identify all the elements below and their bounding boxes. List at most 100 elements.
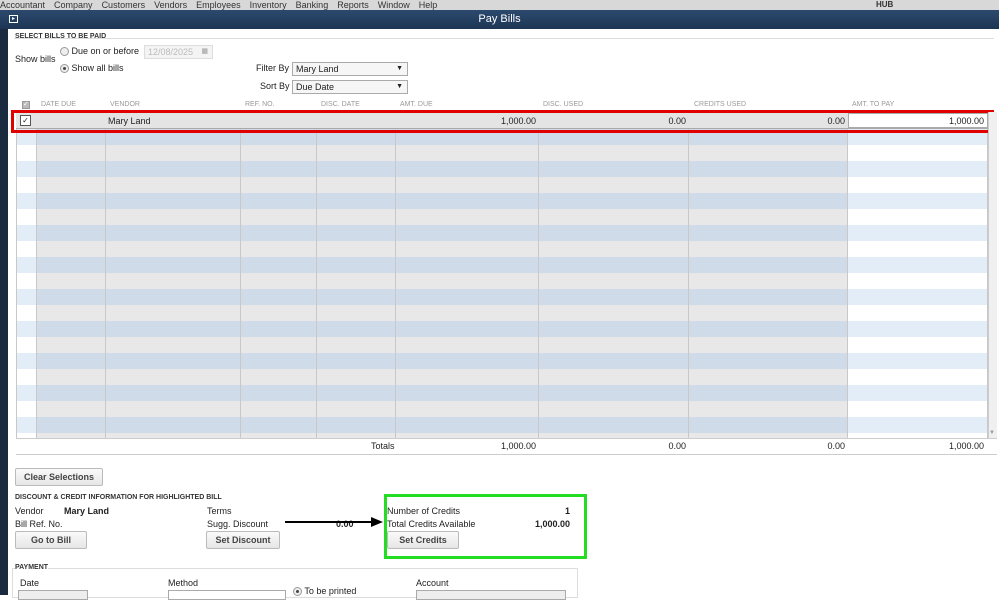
readonly-cells <box>37 305 848 321</box>
num-credits-label: Number of Credits <box>387 506 461 516</box>
column-divider <box>37 112 106 438</box>
green-highlight-box <box>384 494 587 559</box>
column-divider <box>317 112 396 438</box>
column-divider <box>689 112 848 438</box>
date-label: Date <box>20 578 40 588</box>
header-ref-no[interactable]: REF. NO. <box>245 101 275 108</box>
cell-credits-used: 0.00 <box>827 116 845 126</box>
readonly-cells <box>37 177 848 193</box>
header-vendor[interactable]: VENDOR <box>110 101 140 108</box>
readonly-cells <box>37 209 848 225</box>
select-all-checkbox[interactable]: ✓ <box>22 101 30 109</box>
column-divider <box>539 112 689 438</box>
vendor-value: Mary Land <box>64 506 110 516</box>
column-divider <box>16 112 37 438</box>
cell-vendor: Mary Land <box>108 116 151 126</box>
cell-disc-used: 0.00 <box>668 116 686 126</box>
due-date-input[interactable]: 12/08/2025 ▦ <box>144 45 213 59</box>
menu-reports[interactable]: Reports <box>337 0 369 10</box>
window-title: Pay Bills <box>0 10 999 29</box>
menu-customers[interactable]: Customers <box>101 0 146 10</box>
readonly-cells <box>37 385 848 401</box>
show-all-bills-radio[interactable]: Show all bills <box>60 63 124 74</box>
total-credits-used: 0.00 <box>827 441 845 451</box>
terms-label: Terms <box>207 506 232 516</box>
set-discount-button[interactable]: Set Discount <box>206 531 280 549</box>
due-on-before-radio[interactable]: Due on or before <box>60 46 140 57</box>
header-disc-used[interactable]: DISC. USED <box>543 101 584 108</box>
select-bills-title: SELECT BILLS TO BE PAID <box>15 33 107 40</box>
filter-by-value: Mary Land <box>296 64 339 74</box>
readonly-cells <box>37 273 848 289</box>
sort-by-label: Sort By <box>260 81 290 91</box>
payment-date-input[interactable] <box>18 590 88 600</box>
hub-button[interactable]: HUB <box>876 0 894 9</box>
menu-vendors[interactable]: Vendors <box>154 0 188 10</box>
totals-label: Totals <box>371 441 395 451</box>
readonly-cells <box>37 417 848 433</box>
row-checkbox[interactable]: ✓ <box>20 115 31 126</box>
sort-by-select[interactable]: Due Date ▼ <box>292 80 408 94</box>
window-menu-icon[interactable]: ▸ <box>9 15 18 23</box>
total-amt-to-pay: 1,000.00 <box>948 441 984 451</box>
amt-to-pay-input[interactable] <box>848 113 988 128</box>
total-disc-used: 0.00 <box>668 441 686 451</box>
account-label: Account <box>416 578 449 588</box>
readonly-cells <box>37 337 848 353</box>
menu-bar: Accountant Company Customers Vendors Employe… <box>0 0 999 10</box>
header-amt-due[interactable]: AMT. DUE <box>400 101 433 108</box>
divider <box>14 38 994 39</box>
readonly-cells <box>37 257 848 273</box>
total-credits-label: Total Credits Available <box>387 519 476 529</box>
readonly-cells <box>37 129 848 145</box>
menu-inventory[interactable]: Inventory <box>249 0 287 10</box>
readonly-cells <box>37 353 848 369</box>
readonly-cells <box>37 321 848 337</box>
to-be-printed-label: To be printed <box>304 586 357 596</box>
set-credits-button[interactable]: Set Credits <box>387 531 459 549</box>
chevron-down-icon: ▼ <box>396 83 403 90</box>
calendar-icon[interactable]: ▦ <box>201 48 208 55</box>
readonly-cells <box>37 193 848 209</box>
filter-by-label: Filter By <box>256 63 290 73</box>
total-amt-due: 1,000.00 <box>500 441 536 451</box>
header-credits-used[interactable]: CREDITS USED <box>694 101 747 108</box>
header-date-due[interactable]: DATE DUE <box>41 101 76 108</box>
clear-selections-button[interactable]: Clear Selections <box>15 468 103 486</box>
header-disc-date[interactable]: DISC. DATE <box>321 101 360 108</box>
bill-ref-label: Bill Ref. No. <box>15 519 63 529</box>
discount-credit-title: DISCOUNT & CREDIT INFORMATION FOR HIGHLI… <box>15 494 222 501</box>
bills-table <box>16 112 988 438</box>
due-on-before-label: Due on or before <box>71 46 140 56</box>
filter-by-select[interactable]: Mary Land ▼ <box>292 62 408 76</box>
arrow-annotation-icon <box>285 517 383 527</box>
vendor-label: Vendor <box>15 506 44 516</box>
readonly-cells <box>37 369 848 385</box>
totals-row <box>16 438 997 455</box>
go-to-bill-button[interactable]: Go to Bill <box>15 531 87 549</box>
table-scrollbar[interactable] <box>988 112 997 438</box>
method-select[interactable] <box>168 590 286 600</box>
menu-banking[interactable]: Banking <box>295 0 329 10</box>
payment-title: PAYMENT <box>15 564 49 571</box>
menu-accountant[interactable]: Accountant <box>0 0 46 10</box>
readonly-cells <box>37 289 848 305</box>
sugg-discount-value: 0.00 <box>336 519 354 529</box>
header-amt-to-pay[interactable]: AMT. TO PAY <box>852 101 895 108</box>
readonly-cells <box>37 145 848 161</box>
menu-employees[interactable]: Employees <box>196 0 241 10</box>
menu-window[interactable]: Window <box>377 0 410 10</box>
readonly-cells <box>37 161 848 177</box>
readonly-cells <box>37 225 848 241</box>
menu-help[interactable]: Help <box>418 0 438 10</box>
column-divider <box>241 112 317 438</box>
menu-company[interactable]: Company <box>54 0 93 10</box>
table-row[interactable] <box>16 112 988 129</box>
account-select[interactable] <box>416 590 566 600</box>
column-divider <box>848 112 988 438</box>
num-credits-value: 1 <box>564 506 570 516</box>
show-bills-label: Show bills <box>15 54 56 64</box>
readonly-cells <box>37 401 848 417</box>
scroll-down-icon[interactable]: ▼ <box>989 430 995 436</box>
red-highlight-box <box>11 110 994 133</box>
